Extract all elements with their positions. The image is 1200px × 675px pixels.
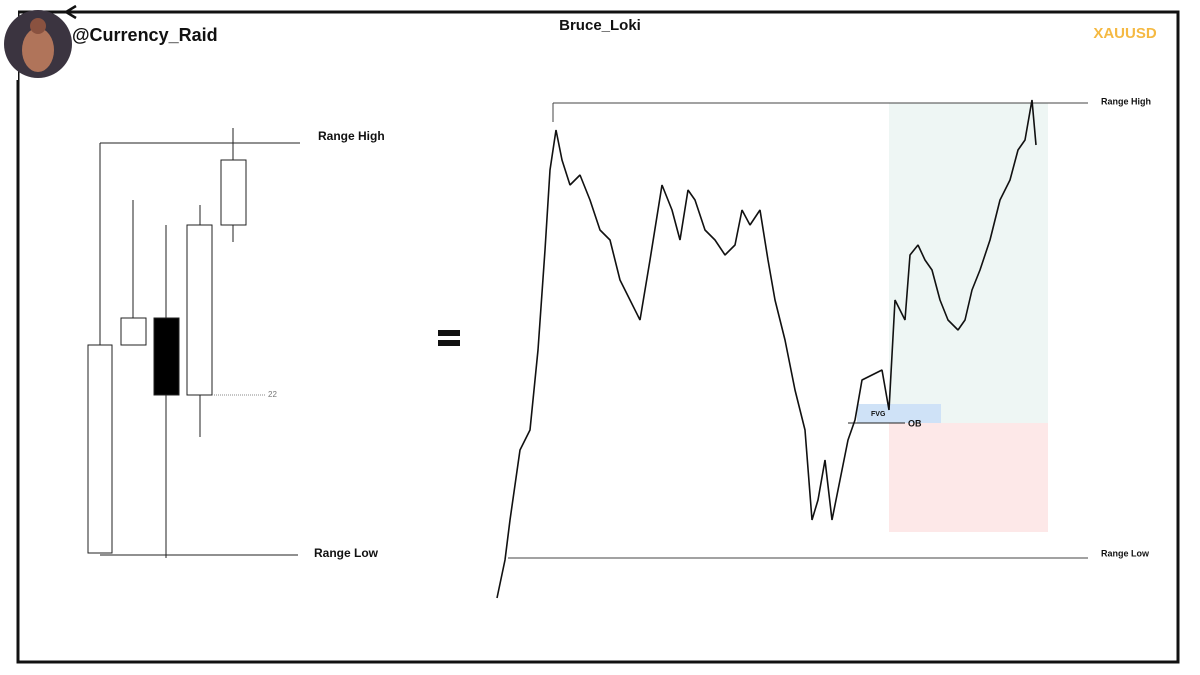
candle [87, 344, 113, 554]
candle [153, 317, 180, 396]
range-low-label: Range Low [1101, 548, 1150, 558]
candle [186, 224, 213, 396]
range-high-label: Range High [1101, 96, 1151, 106]
equals [438, 340, 460, 346]
level-label: 22 [268, 390, 277, 399]
fvg-zone [857, 404, 941, 423]
range-low-label: Range Low [314, 546, 379, 560]
avatar-figure [22, 28, 54, 72]
equals [438, 330, 460, 336]
author: Bruce_Loki [559, 17, 641, 34]
price-line [496, 99, 1037, 599]
target-zone [889, 103, 1048, 423]
candle [120, 317, 147, 346]
frame [16, 10, 1180, 664]
avatar-head [30, 18, 46, 34]
left-diagram [87, 128, 300, 558]
fvg-label: FVG [871, 411, 886, 418]
handle: @Currency_Raid [72, 25, 218, 45]
stop-zone [889, 423, 1048, 532]
range-high-label: Range High [318, 129, 385, 143]
candle [220, 159, 247, 226]
ob-label: OB [908, 418, 922, 428]
symbol: XAUUSD [1093, 25, 1157, 42]
frame-arrow [63, 4, 77, 20]
